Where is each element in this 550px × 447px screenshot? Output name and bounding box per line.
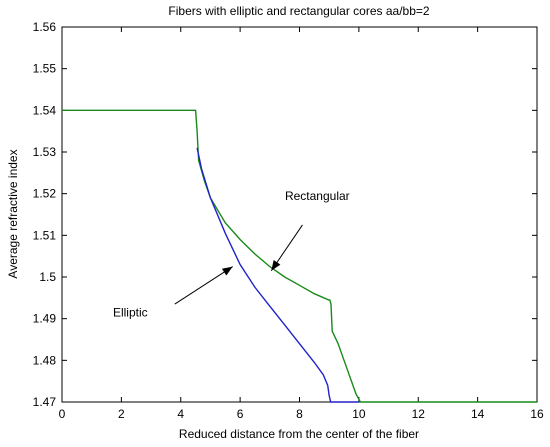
x-tick-label: 0 <box>59 407 66 421</box>
x-tick-label: 10 <box>352 407 366 421</box>
x-tick-label: 16 <box>530 407 544 421</box>
axis-ticks <box>61 26 538 403</box>
annotations: Rectangular Elliptic <box>113 189 350 320</box>
y-tick-label: 1.51 <box>33 228 57 242</box>
annotation-arrowhead-elliptic <box>221 266 233 276</box>
y-tick-labels: 1.47 1.48 1.49 1.5 1.51 1.52 1.53 1.54 1.55 1.56 <box>33 20 57 409</box>
annotation-label-elliptic: Elliptic <box>113 306 148 320</box>
y-tick-label: 1.56 <box>33 20 57 34</box>
x-tick-label: 2 <box>118 407 125 421</box>
y-tick-label: 1.54 <box>33 103 57 117</box>
x-tick-labels: 0 2 4 6 8 10 12 14 16 <box>59 407 544 421</box>
chart-title: Fibers with elliptic and rectangular cor… <box>168 4 429 18</box>
y-tick-label: 1.48 <box>33 353 57 367</box>
y-tick-label: 1.53 <box>33 145 57 159</box>
series-lines <box>62 109 537 403</box>
y-tick-label: 1.55 <box>33 62 57 76</box>
plot-area <box>61 26 538 403</box>
y-axis-label: Average refractive index <box>6 149 20 278</box>
series-line-elliptic <box>196 147 359 403</box>
y-tick-label: 1.52 <box>33 187 57 201</box>
x-tick-label: 4 <box>177 407 184 421</box>
x-axis-label: Reduced distance from the center of the … <box>179 427 419 441</box>
x-tick-label: 12 <box>412 407 426 421</box>
y-tick-label: 1.49 <box>33 312 57 326</box>
x-tick-label: 6 <box>237 407 244 421</box>
y-tick-label: 1.5 <box>39 270 56 284</box>
annotation-label-rectangular: Rectangular <box>285 189 350 203</box>
annotation-arrow-elliptic <box>174 266 233 305</box>
y-tick-label: 1.47 <box>33 395 57 409</box>
x-tick-label: 8 <box>296 407 303 421</box>
x-tick-label: 14 <box>471 407 485 421</box>
annotation-arrowhead-rectangular <box>271 260 281 271</box>
